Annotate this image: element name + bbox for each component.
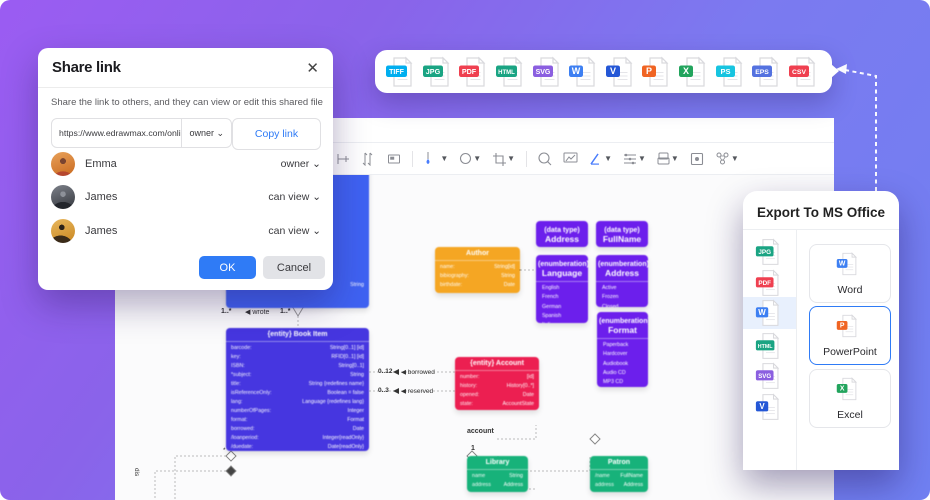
svg-text:EPS: EPS	[755, 69, 769, 76]
svg-text:JPG: JPG	[758, 249, 771, 256]
svg-text:HTML: HTML	[498, 70, 515, 76]
svg-text:V: V	[610, 66, 616, 76]
svg-text:V: V	[759, 402, 765, 411]
svg-text:PDF: PDF	[462, 67, 477, 76]
svg-text:PDF: PDF	[758, 280, 771, 287]
svg-text:PS: PS	[720, 67, 730, 76]
svg-text:P: P	[646, 66, 652, 76]
svg-text:W: W	[839, 261, 846, 268]
svg-text:TIFF: TIFF	[389, 69, 404, 76]
svg-text:P: P	[840, 323, 845, 330]
svg-text:JPG: JPG	[425, 67, 440, 76]
svg-text:W: W	[572, 66, 581, 76]
svg-text:X: X	[840, 386, 845, 393]
svg-text:X: X	[683, 66, 689, 76]
svg-text:CSV: CSV	[792, 69, 806, 76]
svg-text:SVG: SVG	[758, 373, 771, 380]
svg-text:HTML: HTML	[758, 344, 773, 350]
svg-text:SVG: SVG	[535, 69, 550, 76]
svg-text:W: W	[758, 308, 766, 317]
